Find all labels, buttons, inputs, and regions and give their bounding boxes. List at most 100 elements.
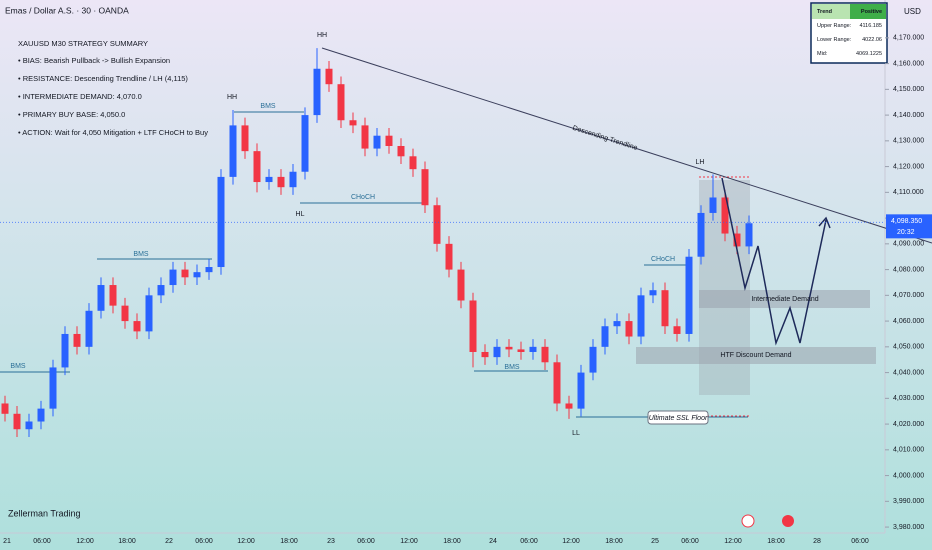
y-tick-label: 3,980.000	[893, 524, 924, 531]
label-choch: CHoCH	[651, 256, 675, 263]
summary-item: • ACTION: Wait for 4,050 Mitigation + LT…	[18, 128, 208, 137]
y-tick-label: 4,160.000	[893, 60, 924, 67]
y-tick-label: 4,080.000	[893, 266, 924, 273]
candle-body	[337, 84, 345, 121]
x-tick-label: 06:00	[851, 538, 869, 545]
summary-item: • INTERMEDIATE DEMAND: 4,070.0	[18, 92, 142, 101]
htf-demand-zone	[636, 347, 876, 364]
candle-body	[721, 197, 729, 234]
candle-body	[709, 197, 717, 213]
candle-body	[349, 120, 357, 126]
candle-body	[505, 346, 513, 350]
candle-body	[49, 367, 57, 409]
candle-body	[697, 212, 705, 257]
ssl-box	[647, 410, 709, 425]
candle-body	[457, 269, 465, 301]
descending-trendline	[321, 47, 932, 244]
ssl-label: Ultimate SSL Floor	[649, 415, 708, 422]
candle-body	[61, 333, 69, 368]
candle-body	[193, 272, 201, 278]
countdown: 20:32	[897, 229, 915, 236]
x-tick-label: 18:00	[118, 538, 136, 545]
y-tick-label: 4,010.000	[893, 447, 924, 454]
candle-body	[157, 285, 165, 296]
candle-body	[13, 413, 21, 430]
x-tick-label: 28	[813, 538, 821, 545]
label-bms: BMS	[504, 364, 520, 371]
y-tick-label: 4,040.000	[893, 369, 924, 376]
candle-body	[517, 349, 525, 352]
flag-icon[interactable]	[782, 515, 794, 527]
candle-body	[25, 421, 33, 430]
intermediate-demand-zone	[699, 290, 870, 308]
y-tick-label: 4,170.000	[893, 35, 924, 42]
candle-body	[445, 243, 453, 270]
candle-body	[601, 326, 609, 347]
label-hh: HH	[227, 94, 237, 101]
candle-body	[493, 346, 501, 358]
summary-item: • BIAS: Bearish Pullback -> Bullish Expa…	[18, 56, 170, 65]
footer-brand: Zellerman Trading	[8, 508, 81, 518]
summary-title: XAUUSD M30 STRATEGY SUMMARY	[18, 39, 148, 48]
candle-body	[169, 269, 177, 286]
table-cell: Upper Range:	[817, 23, 852, 29]
candle-body	[325, 68, 333, 85]
summary-item: • PRIMARY BUY BASE: 4,050.0	[18, 110, 125, 119]
table: Trend Positive Upper Range: 4116.185 Lower R…	[817, 9, 882, 57]
label-lh: LH	[696, 159, 705, 166]
candle-body	[385, 135, 393, 146]
alert-icon[interactable]	[741, 514, 755, 528]
x-tick-label: 22	[165, 538, 173, 545]
y-tick-label: 4,140.000	[893, 112, 924, 119]
candle-body	[73, 333, 81, 347]
candle-body	[301, 115, 309, 172]
x-tick-label: 12:00	[237, 538, 255, 545]
y-tick-label: 4,090.000	[893, 241, 924, 248]
candle-body	[565, 403, 573, 409]
candle-body	[121, 305, 129, 322]
table-cell: Lower Range:	[817, 37, 852, 43]
candle-body	[241, 125, 249, 152]
label-bms: BMS	[133, 251, 149, 258]
candles	[1, 48, 753, 437]
y-tick-label: 4,120.000	[893, 163, 924, 170]
x-tick-label: 18:00	[605, 538, 623, 545]
table-header-cell	[812, 4, 850, 19]
table-header-cell	[850, 4, 886, 19]
candle-body	[673, 326, 681, 334]
candle-body	[433, 205, 441, 244]
candle-body	[85, 310, 93, 347]
current-price-label: 4,098.350	[891, 218, 922, 225]
table-cell: Mid:	[817, 51, 828, 57]
candle-body	[97, 285, 105, 311]
table-cell: Positive	[861, 9, 882, 15]
candle-body	[553, 362, 561, 404]
current-price-box	[886, 214, 932, 239]
y-tick-label: 4,150.000	[893, 86, 924, 93]
zone-label: Intermediate Demand	[751, 296, 818, 303]
table-cell: 4069.1225	[856, 51, 882, 57]
zone-label: HTF Discount Demand	[720, 352, 791, 359]
candle-body	[397, 145, 405, 157]
candle-body	[313, 68, 321, 116]
candle-body	[133, 321, 141, 332]
candle-body	[205, 267, 213, 273]
x-tick-label: 12:00	[562, 538, 580, 545]
y-tick-label: 4,030.000	[893, 395, 924, 402]
candle-body	[277, 176, 285, 188]
structure-lines	[0, 111, 748, 418]
candle-body	[37, 408, 45, 422]
candle-body	[577, 372, 585, 409]
candle-body	[109, 285, 117, 306]
y-tick-label: 4,000.000	[893, 472, 924, 479]
x-tick-label: 06:00	[681, 538, 699, 545]
x-tick-label: 06:00	[33, 538, 51, 545]
candle-body	[685, 256, 693, 334]
candle-body	[421, 169, 429, 206]
summary: • BIAS: Bearish Pullback -> Bullish Expa…	[18, 56, 208, 137]
candle-body	[529, 346, 537, 352]
table-cell: Trend	[817, 9, 832, 15]
candle-body	[649, 290, 657, 296]
x-tick-label: 18:00	[767, 538, 785, 545]
